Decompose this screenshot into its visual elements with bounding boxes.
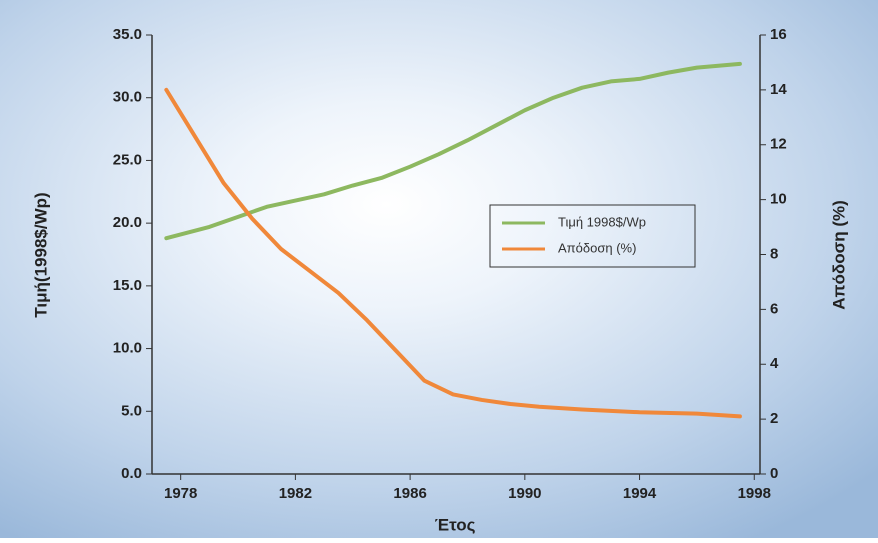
y-tick-label: 20.0 xyxy=(113,214,142,231)
y2-tick-label: 2 xyxy=(770,410,778,427)
x-axis-title: Έτος xyxy=(435,515,476,534)
background xyxy=(0,0,878,538)
y-tick-label: 10.0 xyxy=(113,340,142,357)
y-tick-label: 0.0 xyxy=(121,465,142,482)
x-tick-label: 1990 xyxy=(508,485,541,502)
x-tick-label: 1998 xyxy=(738,485,771,502)
x-tick-label: 1982 xyxy=(279,485,312,502)
y2-tick-label: 12 xyxy=(770,136,787,153)
y-tick-label: 5.0 xyxy=(121,402,142,419)
y2-tick-label: 16 xyxy=(770,26,787,43)
y2-tick-label: 10 xyxy=(770,191,787,208)
x-tick-label: 1994 xyxy=(623,485,657,502)
y-axis-title: Τιμή(1998$/Wp) xyxy=(31,192,50,317)
y2-tick-label: 0 xyxy=(770,465,778,482)
y-tick-label: 35.0 xyxy=(113,26,142,43)
legend-label: Απόδοση (%) xyxy=(558,240,636,255)
y2-tick-label: 8 xyxy=(770,245,778,262)
chart: Έτος Τιμή(1998$/Wp) Απόδοση (%) 0.0 5.0 10… xyxy=(0,0,878,538)
y2-tick-label: 4 xyxy=(770,355,779,372)
y-tick-label: 25.0 xyxy=(113,151,142,168)
x-tick-label: 1978 xyxy=(164,485,197,502)
legend-label: Τιμή 1998$/Wp xyxy=(558,214,646,229)
y-tick-label: 15.0 xyxy=(113,277,142,294)
y2-tick-label: 6 xyxy=(770,300,778,317)
y2-tick-label: 14 xyxy=(770,81,787,98)
y-tick-label: 30.0 xyxy=(113,89,142,106)
y2-axis-title: Απόδοση (%) xyxy=(829,200,848,310)
x-tick-label: 1986 xyxy=(393,485,426,502)
